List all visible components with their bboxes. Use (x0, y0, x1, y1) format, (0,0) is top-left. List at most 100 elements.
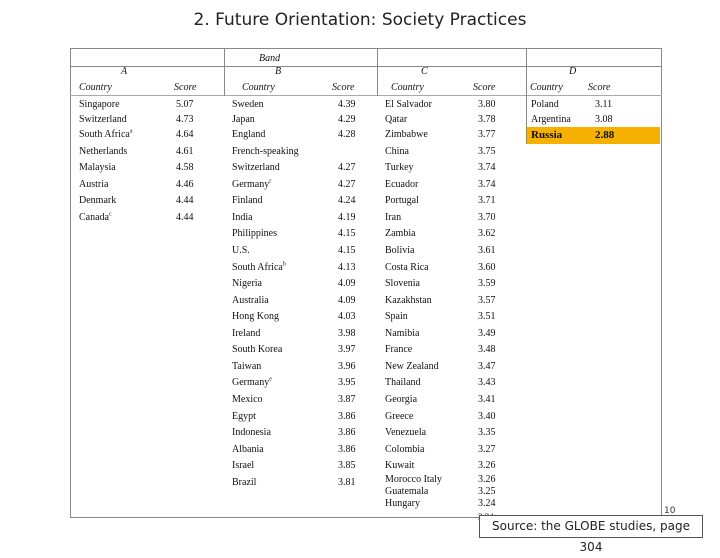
country-name: Malaysia (79, 162, 116, 173)
footnote-marker: b (282, 261, 286, 268)
country-name: Hong Kong (232, 311, 279, 322)
country-name: El Salvador (385, 99, 432, 110)
source-caption: Source: the GLOBE studies, page 304 (479, 515, 703, 554)
country-score: 3.70 (478, 212, 496, 223)
country-score: 4.09 (338, 278, 356, 289)
country-name: Zimbabwe (385, 129, 428, 140)
country-score: 4.15 (338, 245, 356, 256)
column-divider-cd (526, 48, 527, 144)
footnote-marker: a (129, 128, 133, 135)
country-score: 4.61 (176, 146, 194, 157)
country-name: U.S. (232, 245, 250, 256)
country-name: Portugal (385, 195, 419, 206)
country-score: 3.26 (478, 460, 496, 471)
country-name: Australia (232, 295, 269, 306)
country-score: 3.85 (338, 460, 356, 471)
column-divider-bc (377, 48, 378, 96)
country-score: 3.77 (478, 129, 496, 140)
country-name: Spain (385, 311, 408, 322)
country-score: 4.15 (338, 228, 356, 239)
footnote-marker: c (109, 211, 112, 218)
country-score: 3.86 (338, 427, 356, 438)
country-name: Denmark (79, 195, 117, 206)
band-letter-d: D (569, 66, 577, 77)
country-score: 3.59 (478, 278, 496, 289)
country-name: Turkey (385, 162, 414, 173)
country-name: Singapore (79, 99, 120, 110)
country-name: Kazakhstan (385, 295, 432, 306)
country-score: 3.51 (478, 311, 496, 322)
score-column-header: Score (174, 82, 197, 93)
country-name: Kuwait (385, 460, 415, 471)
country-score: 3.27 (478, 444, 496, 455)
country-score: 3.97 (338, 344, 356, 355)
country-score: 4.28 (338, 129, 356, 140)
country-name: Brazil (232, 477, 257, 488)
country-score: 3.75 (478, 146, 496, 157)
country-score: 3.35 (478, 427, 496, 438)
country-score: 5.07 (176, 99, 194, 110)
russia-highlight (527, 127, 660, 144)
country-score: 4.29 (338, 114, 356, 125)
country-name: Nigeria (232, 278, 262, 289)
country-name: Netherlands (79, 146, 128, 157)
score-column-header: Score (588, 82, 611, 93)
country-score: 3.74 (478, 179, 496, 190)
country-name: Philippines (232, 228, 278, 239)
country-name: Iran (385, 212, 402, 223)
country-score: 3.78 (478, 114, 496, 125)
band-heading: Band (259, 53, 281, 64)
country-name: China (385, 146, 409, 157)
country-name: Germanyr (232, 178, 272, 190)
country-name: Zambia (385, 228, 416, 239)
country-score: 4.19 (338, 212, 356, 223)
country-score: 3.49 (478, 328, 496, 339)
country-name: Taiwan (232, 361, 262, 372)
country-name: England (232, 129, 266, 140)
country-score: 4.44 (176, 212, 194, 223)
country-name: France (385, 344, 413, 355)
footnote-marker: e (269, 376, 272, 383)
country-name: Israel (232, 460, 255, 471)
country-column-header: Country (530, 82, 563, 93)
country-score: 4.27 (338, 162, 356, 173)
country-name: Hungary (385, 498, 420, 509)
country-name: South Africaa (79, 128, 133, 140)
header-divider (70, 66, 662, 67)
country-score: 3.25 (478, 486, 496, 497)
country-score: 3.86 (338, 411, 356, 422)
country-score: 4.58 (176, 162, 194, 173)
country-score: 3.60 (478, 262, 496, 273)
country-score: 2.88 (595, 129, 615, 141)
header-divider-lower (70, 95, 662, 96)
country-name: French-speaking (232, 146, 299, 157)
country-name: Germanye (232, 376, 272, 388)
country-name: Ireland (232, 328, 261, 339)
country-name: South Africab (232, 261, 286, 273)
country-score: 3.40 (478, 411, 496, 422)
country-score: 3.87 (338, 394, 356, 405)
country-score: 3.48 (478, 344, 496, 355)
column-divider-ab (224, 48, 225, 96)
country-name: Egypt (232, 411, 256, 422)
country-score: 3.95 (338, 377, 356, 388)
country-name: Morocco Italy (385, 474, 442, 485)
country-score: 4.27 (338, 179, 356, 190)
country-name: Argentina (531, 114, 571, 125)
country-score: 3.71 (478, 195, 496, 206)
country-score: 4.13 (338, 262, 356, 273)
country-score: 4.09 (338, 295, 356, 306)
country-score: 4.39 (338, 99, 356, 110)
country-score: 3.11 (595, 99, 613, 110)
country-score: 3.41 (478, 394, 496, 405)
country-score: 3.86 (338, 444, 356, 455)
country-name: India (232, 212, 253, 223)
country-name: Qatar (385, 114, 408, 125)
country-name: Mexico (232, 394, 263, 405)
country-name: New Zealand (385, 361, 439, 372)
country-name: Georgia (385, 394, 418, 405)
country-score: 4.03 (338, 311, 356, 322)
country-name: Colombia (385, 444, 425, 455)
country-name: Albania (232, 444, 264, 455)
score-column-header: Score (473, 82, 496, 93)
